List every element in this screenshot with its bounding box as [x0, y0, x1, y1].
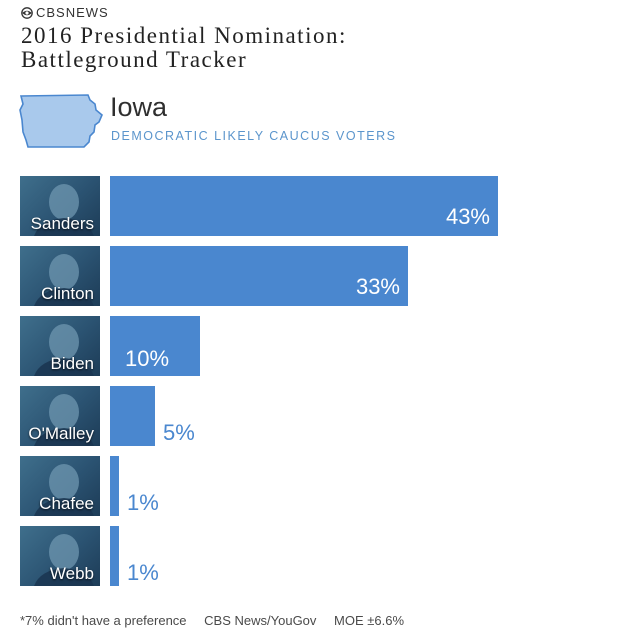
person-silhouette-icon [34, 324, 94, 376]
moe-label: MOE ±6.6% [334, 613, 405, 628]
chart-title: 2016 Presidential Nomination: Battlegrou… [21, 24, 347, 72]
iowa-map-icon [19, 94, 103, 148]
candidate-photo-webb: Webb [20, 526, 100, 586]
bar-clinton [110, 246, 408, 306]
person-silhouette-icon [34, 394, 94, 446]
candidate-photo-biden: Biden [20, 316, 100, 376]
bar-webb [110, 526, 119, 586]
candidate-name: Chafee [39, 494, 94, 513]
bar-biden [110, 316, 200, 376]
value-label-webb: 1% [127, 560, 159, 585]
value-label-omalley: 5% [163, 420, 195, 445]
candidate-name: Webb [49, 564, 94, 583]
title-line-1: 2016 Presidential Nomination: [21, 23, 347, 48]
chart-footer: *7% didn't have a preference CBS News/Yo… [20, 613, 418, 628]
bar-chafee [110, 456, 119, 516]
title-line-2: Battleground Tracker [21, 47, 248, 72]
person-silhouette-icon [34, 254, 94, 306]
value-label-biden: 10% [125, 346, 170, 371]
footnote: *7% didn't have a preference [20, 613, 187, 628]
candidate-photo-omalley: O'Malley [20, 386, 100, 446]
source-label: CBS News/YouGov [204, 613, 317, 628]
candidate-photo-sanders: Sanders [20, 176, 100, 236]
value-label-clinton: 33% [355, 274, 400, 299]
state-name: Iowa [110, 92, 168, 122]
candidate-name: Clinton [41, 284, 94, 303]
bar-omalley [110, 386, 155, 446]
value-label-chafee: 1% [127, 490, 159, 515]
candidate-name: O'Malley [28, 424, 94, 443]
person-silhouette-icon [34, 464, 94, 516]
chart-subtitle: DEMOCRATIC LIKELY CAUCUS VOTERS [111, 129, 397, 143]
candidate-name: Biden [50, 354, 94, 373]
person-silhouette-icon [34, 534, 94, 586]
person-silhouette-icon [34, 184, 94, 236]
bar-sanders [110, 176, 498, 236]
cbs-eye-icon [21, 6, 33, 19]
brand-name: CBSNEWS [36, 5, 109, 20]
value-label-sanders: 43% [445, 204, 490, 229]
candidate-photo-clinton: Clinton [20, 246, 100, 306]
cbs-news-brand: CBSNEWS [21, 5, 109, 20]
candidate-name: Sanders [30, 214, 94, 233]
candidate-photo-chafee: Chafee [20, 456, 100, 516]
